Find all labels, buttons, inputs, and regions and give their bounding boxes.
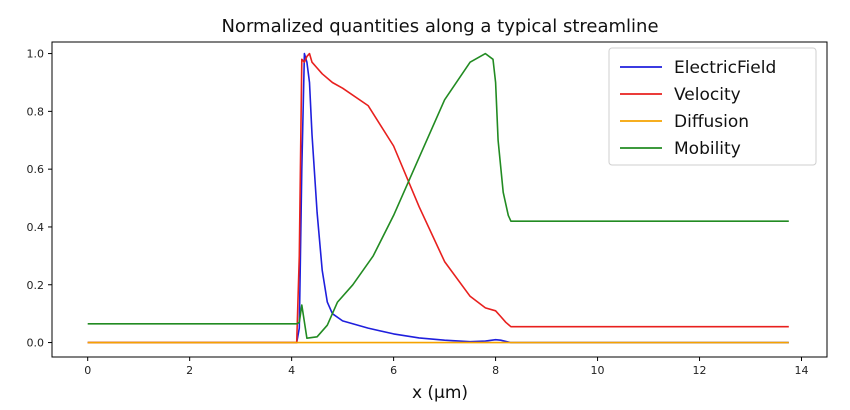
- y-tick-label: 0.8: [27, 105, 45, 118]
- legend-label-electricfield: ElectricField: [674, 58, 776, 78]
- plot-frame: [51, 41, 828, 358]
- legend-label-diffusion: Diffusion: [674, 112, 749, 132]
- legend-label-mobility: Mobility: [674, 139, 741, 159]
- x-tick-label: 6: [390, 364, 397, 377]
- chart-title: Normalized quantities along a typical st…: [221, 16, 658, 37]
- x-axis-label: x (μm): [412, 383, 468, 403]
- x-tick-label: 8: [492, 364, 499, 377]
- x-axis-ticks: 0 2 4 6 8 10 12 14: [84, 357, 809, 377]
- x-tick-label: 14: [795, 364, 809, 377]
- series-layer: [87, 52, 789, 344]
- x-tick-label: 12: [693, 364, 707, 377]
- legend-label-velocity: Velocity: [674, 85, 741, 105]
- y-tick-label: 0.6: [27, 163, 45, 176]
- x-tick-label: 0: [84, 364, 91, 377]
- y-tick-label: 0.0: [27, 337, 45, 350]
- x-tick-label: 4: [288, 364, 295, 377]
- y-tick-label: 0.4: [27, 221, 45, 234]
- legend-box: [608, 47, 817, 166]
- x-tick-label: 2: [186, 364, 193, 377]
- series-line-electricfield: [87, 52, 789, 344]
- series-line-velocity: [87, 52, 789, 344]
- legend: ElectricField Velocity Diffusion Mobility: [608, 47, 817, 166]
- y-axis-ticks: 0.0 0.2 0.4 0.6 0.8 1.0: [27, 48, 52, 350]
- series-line-mobility: [87, 52, 789, 339]
- y-tick-label: 0.2: [27, 279, 45, 292]
- y-tick-label: 1.0: [27, 48, 45, 61]
- x-tick-label: 10: [591, 364, 605, 377]
